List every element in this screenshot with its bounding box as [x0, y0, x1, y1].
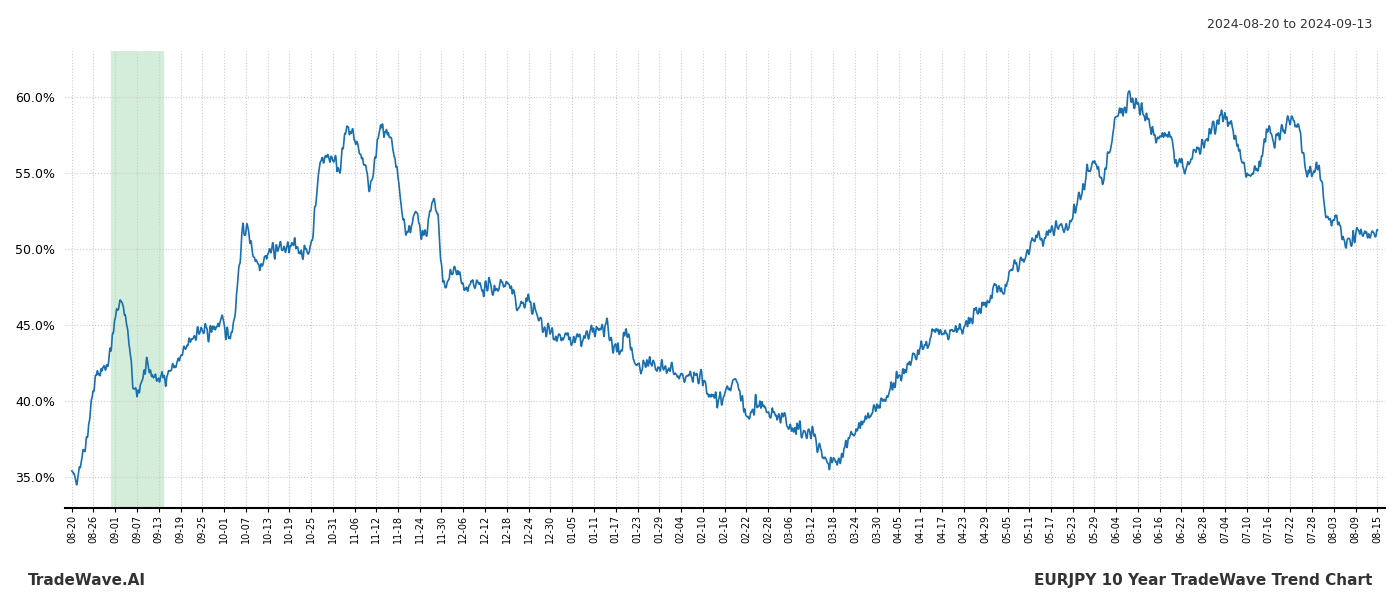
Bar [111, 51, 164, 508]
Text: TradeWave.AI: TradeWave.AI [28, 573, 146, 588]
Text: EURJPY 10 Year TradeWave Trend Chart: EURJPY 10 Year TradeWave Trend Chart [1033, 573, 1372, 588]
Text: 2024-08-20 to 2024-09-13: 2024-08-20 to 2024-09-13 [1207, 18, 1372, 31]
